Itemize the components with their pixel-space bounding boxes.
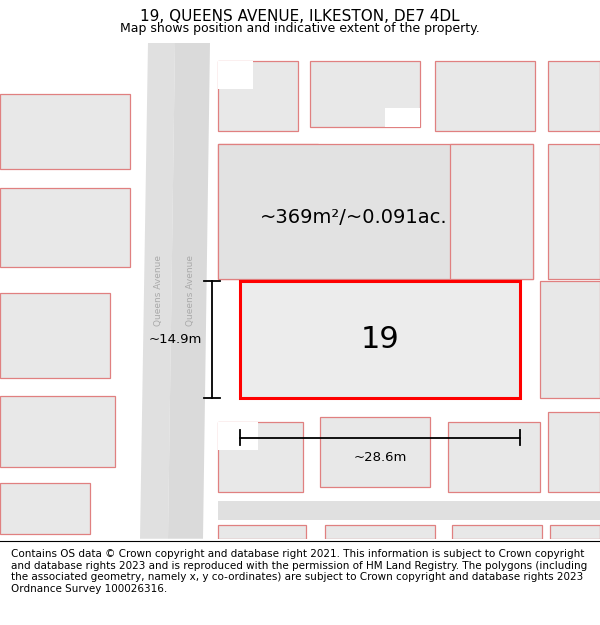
Bar	[320, 417, 430, 488]
Bar	[218, 422, 303, 492]
Text: Queens Avenue: Queens Avenue	[185, 255, 194, 326]
Bar	[0, 482, 90, 534]
Bar	[0, 293, 110, 378]
Polygon shape	[140, 42, 175, 539]
Bar	[452, 525, 542, 539]
Polygon shape	[168, 42, 210, 539]
Bar	[548, 144, 600, 279]
Bar	[310, 61, 420, 127]
Bar	[240, 281, 520, 398]
Bar	[540, 281, 600, 398]
Bar	[0, 94, 130, 169]
Bar	[218, 422, 258, 450]
Text: Queens Avenue: Queens Avenue	[154, 255, 163, 326]
Bar	[435, 61, 535, 131]
Bar	[0, 188, 130, 268]
Polygon shape	[218, 501, 600, 520]
Bar	[548, 412, 600, 492]
Text: ~28.6m: ~28.6m	[353, 451, 407, 464]
Text: 19: 19	[361, 325, 400, 354]
Bar	[218, 61, 298, 131]
Bar	[448, 422, 540, 492]
Text: Contains OS data © Crown copyright and database right 2021. This information is : Contains OS data © Crown copyright and d…	[11, 549, 587, 594]
Text: ~369m²/~0.091ac.: ~369m²/~0.091ac.	[260, 208, 448, 227]
Text: ~14.9m: ~14.9m	[149, 333, 202, 346]
Text: Map shows position and indicative extent of the property.: Map shows position and indicative extent…	[120, 22, 480, 35]
Bar	[0, 396, 115, 467]
Bar	[385, 108, 420, 127]
Text: 19, QUEENS AVENUE, ILKESTON, DE7 4DL: 19, QUEENS AVENUE, ILKESTON, DE7 4DL	[140, 9, 460, 24]
Bar	[218, 144, 533, 279]
Bar	[450, 144, 533, 279]
Bar	[218, 61, 253, 89]
Bar	[218, 525, 306, 539]
Bar	[325, 525, 435, 539]
Bar	[218, 144, 318, 279]
Bar	[550, 525, 600, 539]
Bar	[548, 61, 600, 131]
